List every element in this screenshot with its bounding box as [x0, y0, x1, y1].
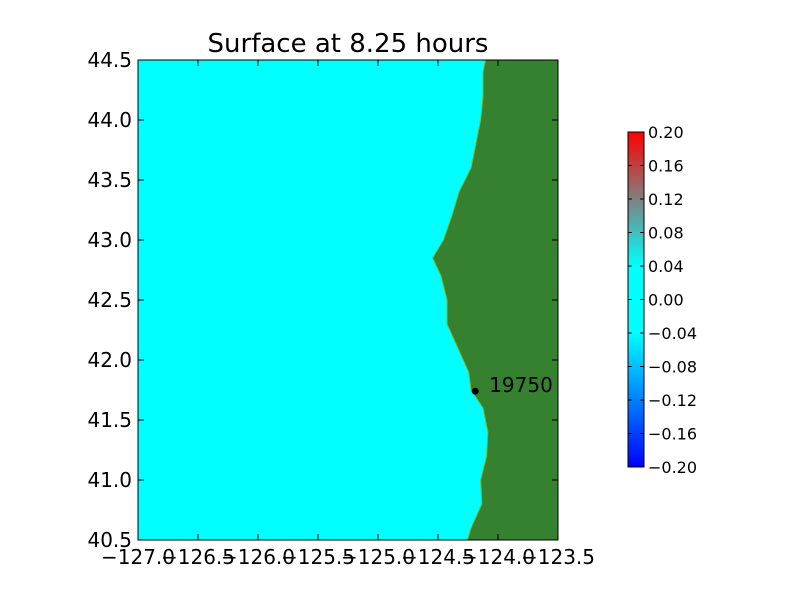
- y-tick-label: 43.0: [87, 228, 132, 252]
- y-tick-label: 42.0: [87, 348, 132, 372]
- x-axis: −127.0−126.5−126.0−125.5−125.0−124.5−124…: [101, 60, 595, 569]
- colorbar-tick-label: −0.20: [648, 458, 697, 477]
- y-axis: 40.5 41.0 41.5 42.0 42.5 43.0 43.5 44.0 44.5: [87, 48, 558, 552]
- x-tick-label: −127.0: [101, 545, 175, 569]
- x-tick-label: −126.5: [161, 545, 235, 569]
- colorbar: 0.20 0.16 0.12 0.08 0.04 0.00 −0.04 −0.08 −0.12 −…: [627, 123, 697, 477]
- colorbar-tick-label: 0.04: [648, 257, 684, 276]
- colorbar-tick-label: −0.16: [648, 425, 697, 444]
- gauge-label-b: 19750: [489, 373, 553, 397]
- colorbar-tick-label: −0.12: [648, 391, 697, 410]
- colorbar-tick-label: 0.12: [648, 190, 684, 209]
- y-tick-label: 43.5: [87, 168, 132, 192]
- chart-title: Surface at 8.25 hours: [208, 29, 489, 59]
- y-tick-label: 44.5: [87, 48, 132, 72]
- colorbar-tick-label: 0.20: [648, 123, 684, 142]
- y-tick-label: 42.5: [87, 288, 132, 312]
- colorbar-tick-label: −0.08: [648, 358, 697, 377]
- x-tick-label: −124.5: [401, 545, 475, 569]
- colorbar-tick-label: 0.16: [648, 157, 684, 176]
- x-tick-label: −125.0: [341, 545, 415, 569]
- x-tick-label: −125.5: [281, 545, 355, 569]
- y-tick-label: 41.0: [87, 468, 132, 492]
- colorbar-ticks: 0.20 0.16 0.12 0.08 0.04 0.00 −0.04 −0.08 −0.12 −…: [628, 123, 697, 477]
- x-tick-label: −124.0: [461, 545, 535, 569]
- y-tick-label: 40.5: [87, 528, 132, 552]
- gauge-marker: [471, 387, 479, 395]
- colorbar-tick-label: 0.08: [648, 224, 684, 243]
- colorbar-tick-label: 0.00: [648, 291, 684, 310]
- x-tick-label: −126.0: [221, 545, 295, 569]
- y-tick-label: 44.0: [87, 108, 132, 132]
- y-tick-label: 41.5: [87, 408, 132, 432]
- land-region: [433, 60, 558, 540]
- gauge-label-a: 1: [489, 373, 502, 397]
- colorbar-tick-label: −0.04: [648, 324, 697, 343]
- x-tick-label: −123.5: [521, 545, 595, 569]
